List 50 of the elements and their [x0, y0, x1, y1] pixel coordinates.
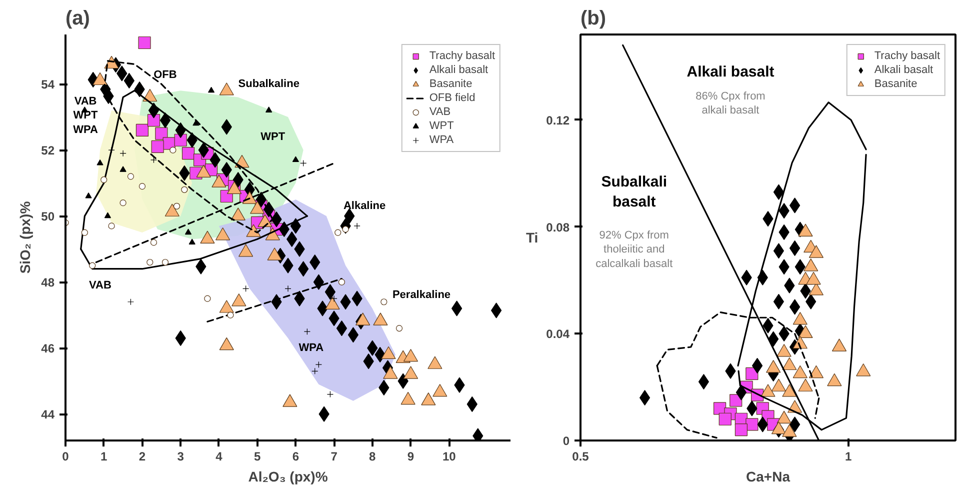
x-tick-label: 5 [254, 450, 261, 464]
y-tick-label: 46 [41, 342, 55, 356]
y-tick-label: 0.04 [546, 327, 570, 342]
annotation: 92% Cpx from tholeiitic and calcalkali basalt [596, 229, 673, 270]
y-axis-title: Ti [526, 230, 538, 246]
x-tick-label: 8 [369, 450, 376, 464]
y-tick-label: 0 [562, 434, 570, 448]
x-tick-label: 10 [442, 450, 456, 464]
annotation: 86% Cpx from alkali basalt [696, 90, 766, 117]
x-tick-label: 9 [407, 450, 414, 464]
legend-label: WPT [429, 119, 454, 133]
annotation: Peralkaline [392, 289, 451, 302]
x-tick-label: 0 [62, 450, 70, 464]
annotation: VAB [89, 279, 112, 292]
y-tick-label: 50 [41, 210, 55, 224]
y-tick-label: 0.08 [546, 220, 570, 234]
x-axis-title: Al₂O₃ (px)% [248, 468, 328, 484]
annotation: OFB [154, 69, 177, 82]
x-tick-label: 4 [216, 450, 223, 464]
y-axis-title: SiO₂ (px)% [17, 200, 34, 274]
y-tick-label: 44 [41, 408, 55, 422]
annotation: Subalkaline [238, 78, 300, 90]
annotation: Alkali basalt [686, 63, 774, 80]
annotation: WPT [260, 130, 286, 143]
y-tick-label: 0.12 [546, 113, 570, 128]
legend-label: WPA [429, 133, 454, 147]
legend-label: Trachy basalt [429, 49, 495, 63]
chart-title: (b) [580, 8, 606, 30]
legend-label: Alkali basalt [874, 63, 934, 77]
x-tick-label: 7 [330, 450, 338, 464]
legend-label: Trachy basalt [874, 49, 940, 63]
x-tick-label: 2 [138, 450, 146, 464]
x-tick-label: 6 [292, 450, 300, 464]
legend-label: Alkali basalt [429, 63, 488, 77]
y-tick-label: 52 [41, 144, 55, 158]
legend-label: Basanite [429, 77, 472, 91]
legend-label: Basanite [874, 77, 918, 91]
x-tick-label: 1 [845, 450, 852, 464]
legend-label: OFB field [429, 91, 476, 105]
annotation: Subalkali basalt [601, 173, 668, 211]
x-tick-label: 0.5 [572, 450, 590, 464]
annotation: WPA [298, 342, 324, 354]
y-tick-label: 48 [41, 276, 55, 290]
x-tick-label: 1 [100, 450, 108, 464]
annotation: Alkaline [343, 200, 386, 212]
x-axis-title: Ca+Na [746, 468, 790, 484]
legend-label: VAB [429, 105, 451, 119]
x-tick-label: 3 [177, 450, 184, 464]
y-tick-label: 54 [41, 78, 55, 92]
chart-title: (a) [66, 8, 90, 30]
